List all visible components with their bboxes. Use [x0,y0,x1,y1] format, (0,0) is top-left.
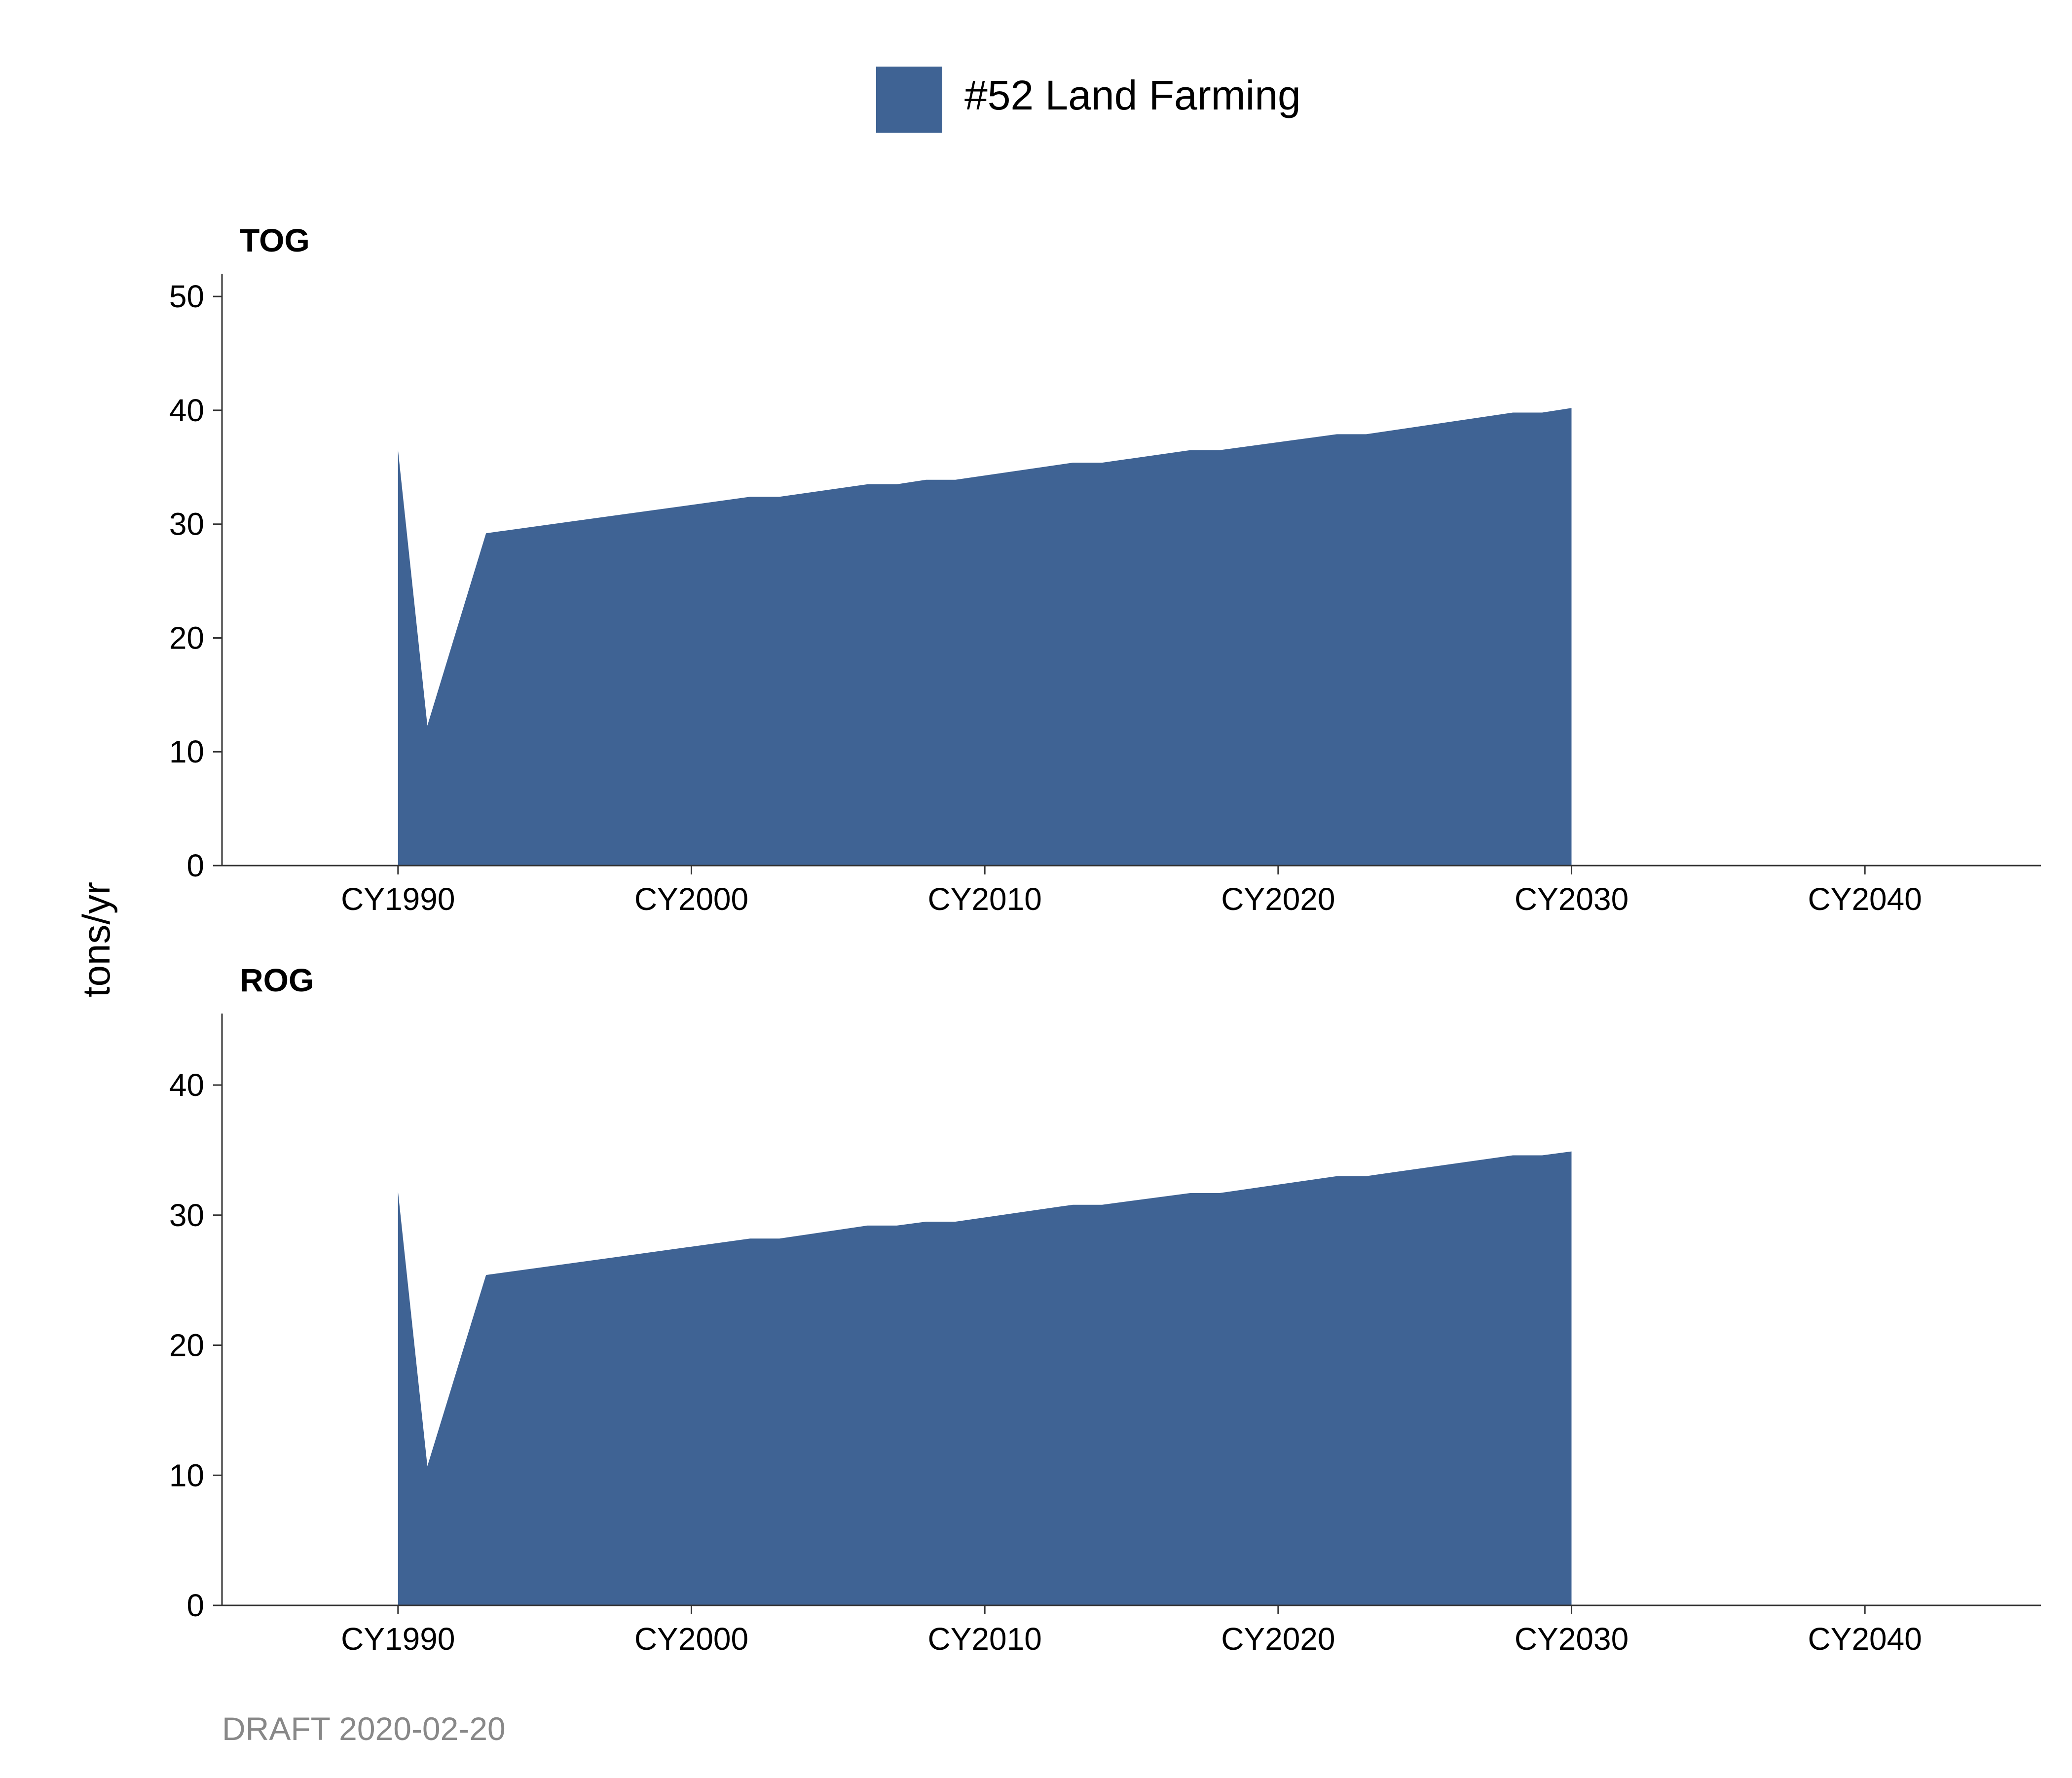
y-tick-label-rog: 30 [169,1197,204,1233]
y-tick-label-rog: 40 [169,1067,204,1103]
y-tick-label-rog: 0 [186,1588,204,1623]
area-series-rog-0 [398,1151,1572,1605]
area-series-tog-0 [398,408,1572,866]
panel-rog: ROG 0 10 20 30 40 CY1990 CY2000 CY2010 CY2020 CY20… [169,962,2041,1657]
panel-title-rog: ROG [240,962,314,998]
legend: #52 Land Farming [876,67,1301,133]
y-tick-label-tog: 10 [169,734,204,769]
panel-tog: TOG 0 10 20 30 40 50 CY1990 CY2000 CY2010 CY2020 CY… [169,222,2041,917]
x-tick-label-rog: CY2010 [928,1621,1042,1657]
x-tick-label-tog: CY2040 [1808,881,1922,917]
x-tick-label-rog: CY2040 [1808,1621,1922,1657]
x-tick-label-rog: CY2020 [1221,1621,1335,1657]
y-axis-label: tons/yr [74,882,118,997]
y-tick-label-tog: 30 [169,507,204,542]
legend-swatch [876,67,942,133]
y-tick-label-rog: 20 [169,1328,204,1363]
x-tick-label-rog: CY2030 [1515,1621,1628,1657]
x-tick-label-rog: CY1990 [341,1621,455,1657]
x-tick-label-tog: CY1990 [341,881,455,917]
panel-title-tog: TOG [240,222,310,258]
draft-footer: DRAFT 2020-02-20 [222,1710,506,1747]
x-tick-label-tog: CY2000 [634,881,748,917]
y-tick-label-tog: 40 [169,393,204,428]
x-tick-label-tog: CY2020 [1221,881,1335,917]
legend-label: #52 Land Farming [964,72,1301,118]
x-tick-label-tog: CY2030 [1515,881,1628,917]
x-tick-label-rog: CY2000 [634,1621,748,1657]
y-tick-label-tog: 50 [169,279,204,314]
y-tick-label-rog: 10 [169,1457,204,1493]
y-tick-label-tog: 20 [169,620,204,655]
y-tick-label-tog: 0 [186,848,204,883]
x-tick-label-tog: CY2010 [928,881,1042,917]
